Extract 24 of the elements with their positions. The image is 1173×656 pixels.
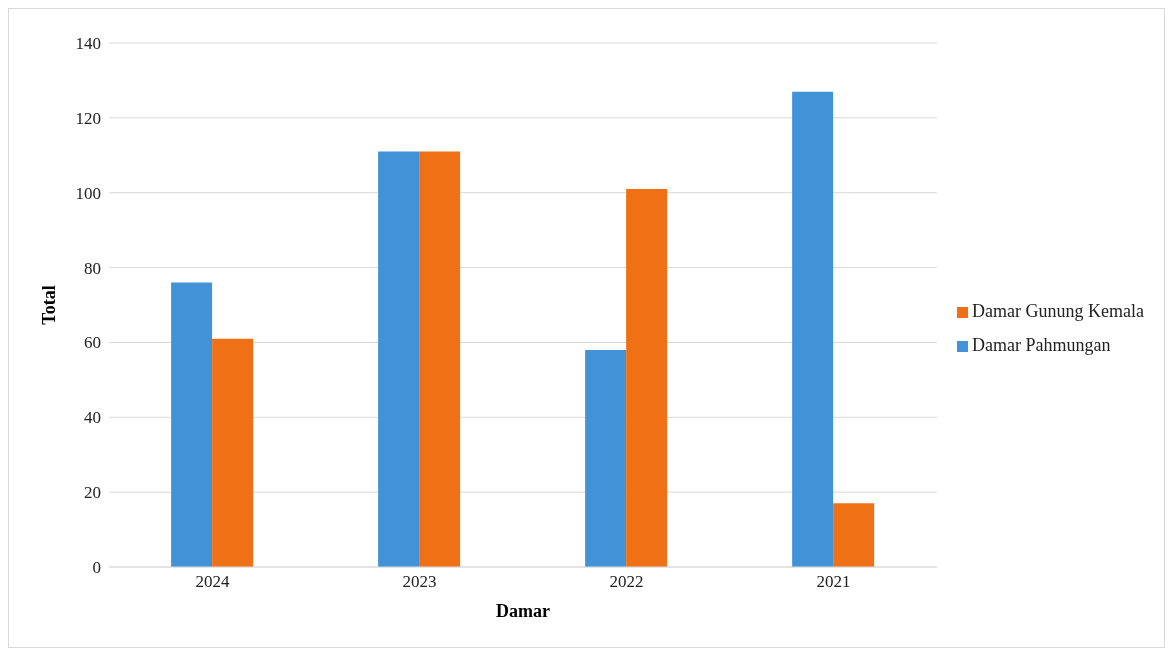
y-tick-label: 120 <box>75 108 101 128</box>
y-tick-label: 60 <box>84 333 101 353</box>
x-tick-label: 2021 <box>816 572 851 592</box>
x-axis-title: Damar <box>496 601 551 621</box>
x-tick-label: 2023 <box>402 572 437 592</box>
x-tick-label: 2024 <box>195 572 231 592</box>
bar <box>171 282 213 567</box>
legend-label: Damar Pahmungan <box>972 335 1111 355</box>
y-tick-label: 0 <box>92 558 101 578</box>
y-axis-title: Total <box>39 285 60 325</box>
x-tick-label: 2022 <box>609 572 644 592</box>
bar <box>212 338 254 567</box>
legend-label: Damar Gunung Kemala <box>972 301 1144 321</box>
bar <box>419 151 461 567</box>
bar <box>833 503 875 567</box>
y-tick-label: 140 <box>75 34 101 54</box>
bar <box>626 188 668 567</box>
y-tick-label: 20 <box>84 483 101 503</box>
bar <box>378 151 420 567</box>
y-tick-label: 40 <box>84 408 101 428</box>
bar <box>585 349 627 567</box>
y-tick-label: 80 <box>84 258 101 278</box>
y-tick-label: 100 <box>75 183 101 203</box>
bar <box>792 91 834 567</box>
